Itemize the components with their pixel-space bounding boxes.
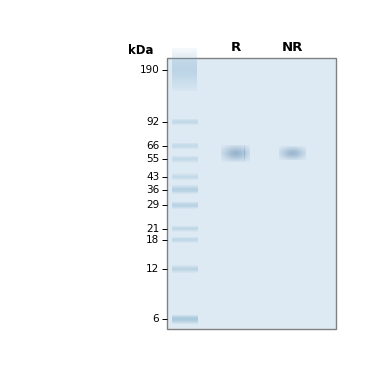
Bar xyxy=(172,77,198,78)
Bar xyxy=(172,87,198,88)
Bar xyxy=(172,73,198,74)
Bar xyxy=(172,62,198,63)
Bar xyxy=(172,267,198,268)
Bar xyxy=(172,49,198,50)
Text: NR: NR xyxy=(282,40,303,54)
Bar xyxy=(172,66,198,68)
Bar xyxy=(172,86,198,87)
Bar xyxy=(172,61,198,62)
Text: R: R xyxy=(231,40,241,54)
Bar xyxy=(172,65,198,66)
Bar xyxy=(172,59,198,60)
Bar xyxy=(172,78,198,79)
Bar xyxy=(172,75,198,76)
Bar xyxy=(168,58,336,329)
Bar xyxy=(172,82,198,84)
Bar xyxy=(172,192,198,193)
Text: 92: 92 xyxy=(146,117,159,127)
Text: 18: 18 xyxy=(146,235,159,245)
Bar xyxy=(172,203,198,204)
Bar xyxy=(172,193,198,194)
Bar xyxy=(172,72,198,73)
Text: 190: 190 xyxy=(140,64,159,75)
Text: 29: 29 xyxy=(146,200,159,210)
Bar xyxy=(172,189,198,190)
Bar xyxy=(172,272,198,273)
Bar xyxy=(172,81,198,82)
Bar xyxy=(172,204,198,205)
Bar xyxy=(172,316,198,317)
Bar xyxy=(172,321,198,322)
Bar xyxy=(172,318,198,319)
Text: 21: 21 xyxy=(146,224,159,234)
Bar xyxy=(172,191,198,192)
Bar xyxy=(172,84,198,85)
Bar xyxy=(172,48,198,49)
Bar xyxy=(172,54,198,55)
Bar xyxy=(172,80,198,81)
Bar xyxy=(172,88,198,89)
Bar xyxy=(172,202,198,203)
Bar xyxy=(172,319,198,320)
Bar xyxy=(172,76,198,77)
Bar xyxy=(172,208,198,209)
Bar xyxy=(172,271,198,272)
Bar xyxy=(172,190,198,191)
Bar xyxy=(172,68,198,69)
Bar xyxy=(172,79,198,80)
Bar xyxy=(172,188,198,189)
Bar xyxy=(172,58,198,59)
Bar xyxy=(172,50,198,51)
Bar xyxy=(172,56,198,57)
Bar xyxy=(172,270,198,271)
Bar xyxy=(172,63,198,64)
Bar xyxy=(172,186,198,187)
Bar xyxy=(172,315,198,316)
Bar xyxy=(172,268,198,269)
Bar xyxy=(172,322,198,323)
Bar xyxy=(172,60,198,61)
Bar xyxy=(172,206,198,207)
Bar xyxy=(172,70,198,72)
Bar xyxy=(172,266,198,267)
Bar xyxy=(172,269,198,270)
Text: 36: 36 xyxy=(146,185,159,195)
Bar xyxy=(172,51,198,52)
Bar xyxy=(172,57,198,58)
Bar xyxy=(172,52,198,53)
Text: kDa: kDa xyxy=(128,44,153,57)
Text: 12: 12 xyxy=(146,264,159,274)
Bar xyxy=(172,323,198,324)
Text: 55: 55 xyxy=(146,154,159,164)
Bar xyxy=(172,320,198,321)
Bar xyxy=(172,90,198,91)
Bar xyxy=(172,64,198,65)
Bar xyxy=(172,69,198,70)
Text: 43: 43 xyxy=(146,172,159,182)
Bar xyxy=(172,187,198,188)
Text: 66: 66 xyxy=(146,141,159,151)
Bar xyxy=(172,53,198,54)
Bar xyxy=(172,207,198,208)
Bar xyxy=(172,89,198,90)
Bar xyxy=(172,205,198,206)
Bar xyxy=(172,85,198,86)
Bar xyxy=(172,317,198,318)
Text: 6: 6 xyxy=(153,314,159,324)
Bar xyxy=(172,74,198,75)
